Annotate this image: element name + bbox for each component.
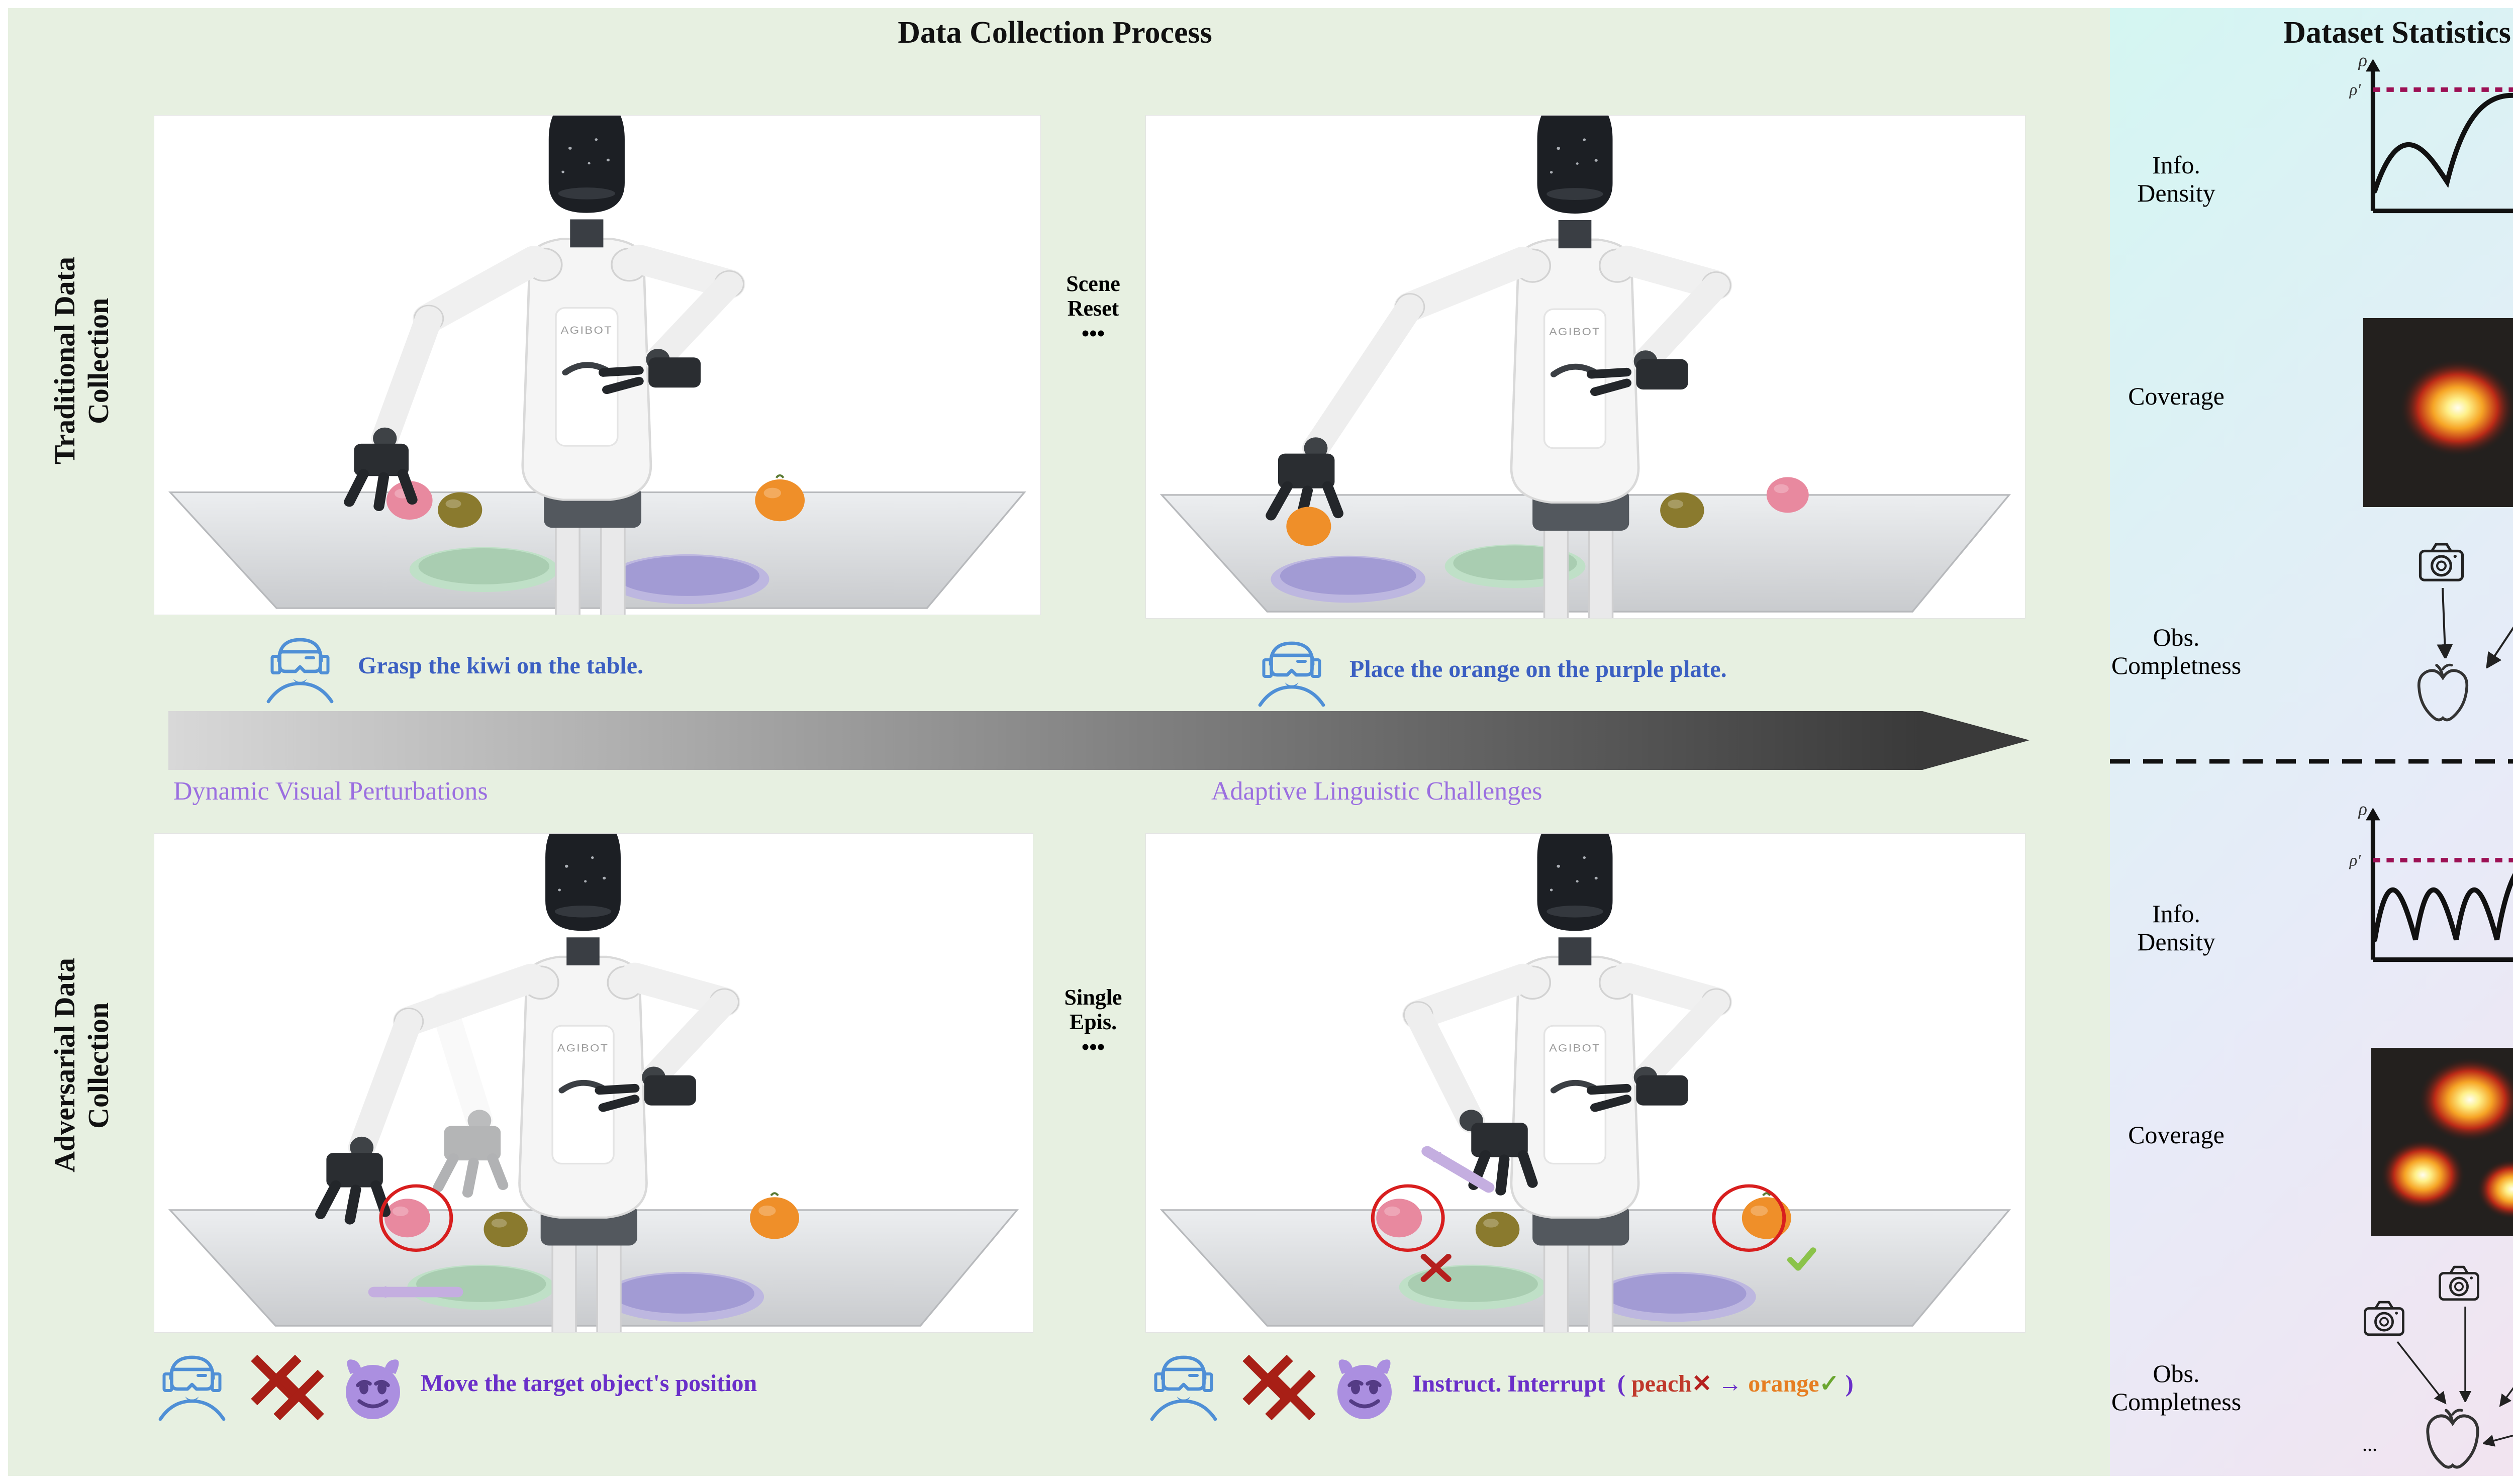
svg-text:AGIBOT: AGIBOT [1549,326,1601,338]
svg-text:AGIBOT: AGIBOT [557,1042,609,1054]
svg-text:ρ': ρ' [2349,851,2362,869]
svg-text:ρ': ρ' [2349,81,2362,99]
svg-text:AGIBOT: AGIBOT [561,324,613,336]
svg-text:ρ: ρ [2358,55,2367,70]
svg-text:ρ: ρ [2358,804,2367,819]
svg-text:AGIBOT: AGIBOT [1549,1042,1601,1054]
